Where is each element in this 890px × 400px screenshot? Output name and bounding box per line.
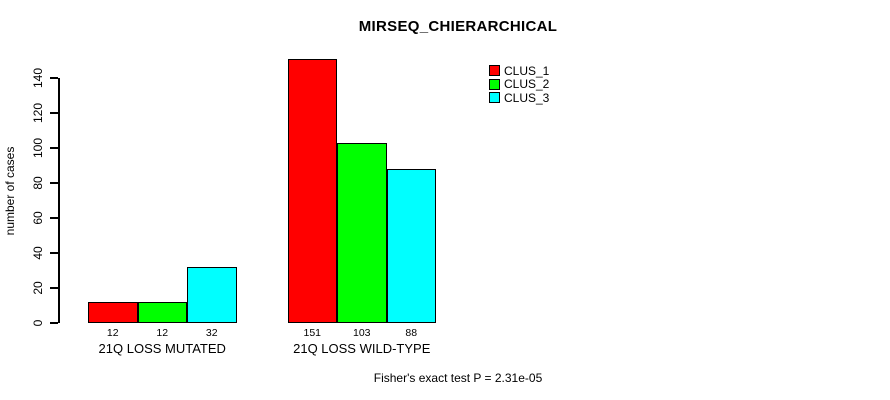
chart-title: MIRSEQ_CHIERARCHICAL bbox=[358, 18, 558, 35]
bar-value-label: 103 bbox=[352, 327, 371, 339]
y-tick-mark bbox=[50, 182, 58, 184]
category-label-group2: 21Q LOSS WILD-TYPE bbox=[293, 341, 431, 356]
y-axis-line bbox=[58, 78, 60, 323]
y-tick-label: 60 bbox=[31, 211, 45, 225]
y-tick-mark bbox=[50, 252, 58, 254]
stat-annotation: Fisher's exact test P = 2.31e-05 bbox=[373, 371, 543, 385]
y-axis-title: number of cases bbox=[3, 146, 17, 236]
legend-item-clus_3: CLUS_3 bbox=[489, 91, 549, 105]
y-tick-label: 80 bbox=[31, 176, 45, 190]
legend: CLUS_1 CLUS_2 CLUS_3 bbox=[489, 64, 549, 105]
bar-value-label: 12 bbox=[106, 327, 119, 339]
bar-clus_2-group2 bbox=[337, 142, 387, 323]
category-label-group1: 21Q LOSS MUTATED bbox=[98, 341, 226, 356]
bar-value-label: 151 bbox=[303, 327, 322, 339]
legend-swatch-clus_1 bbox=[489, 65, 500, 77]
legend-swatch-clus_2 bbox=[489, 78, 500, 90]
y-tick-label: 140 bbox=[31, 67, 45, 89]
y-tick-mark bbox=[50, 217, 58, 219]
legend-label: CLUS_1 bbox=[504, 63, 550, 78]
legend-item-clus_1: CLUS_1 bbox=[489, 64, 549, 78]
y-tick-label: 0 bbox=[31, 319, 45, 327]
legend-item-clus_2: CLUS_2 bbox=[489, 77, 550, 92]
y-tick-mark bbox=[50, 147, 58, 149]
bar-clus_3-group1 bbox=[187, 267, 237, 323]
bar-value-label: 88 bbox=[405, 327, 418, 339]
y-tick-mark bbox=[50, 112, 58, 114]
bar-value-label: 32 bbox=[205, 327, 218, 339]
bar-clus_1-group2 bbox=[287, 58, 337, 323]
bar-clus_2-group1 bbox=[137, 302, 187, 323]
y-tick-mark bbox=[50, 77, 58, 79]
bar-clus_1-group1 bbox=[88, 302, 138, 323]
legend-swatch-clus_3 bbox=[489, 92, 500, 104]
y-tick-mark bbox=[50, 287, 58, 289]
y-tick-label: 20 bbox=[31, 281, 45, 295]
legend-label: CLUS_2 bbox=[504, 77, 550, 92]
y-tick-mark bbox=[50, 322, 58, 324]
bar-value-label: 12 bbox=[156, 327, 169, 339]
legend-label: CLUS_3 bbox=[504, 90, 550, 105]
y-tick-label: 120 bbox=[31, 102, 45, 124]
y-tick-label: 100 bbox=[31, 137, 45, 159]
y-tick-label: 40 bbox=[31, 246, 45, 260]
bar-clus_3-group2 bbox=[386, 169, 436, 323]
